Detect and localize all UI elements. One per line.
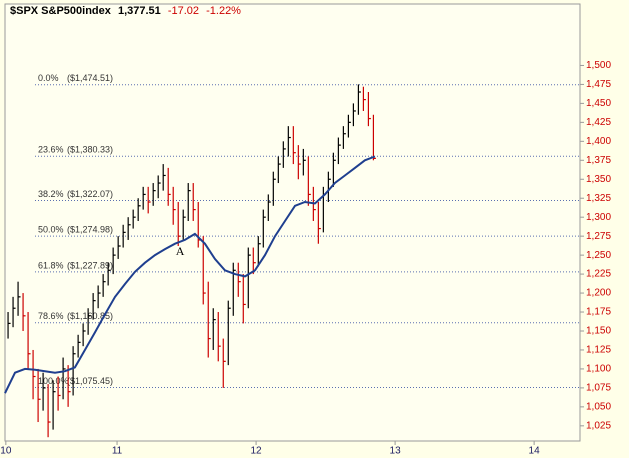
last-price: 1,377.51 xyxy=(118,5,161,17)
y-tick-label: 1,400 xyxy=(586,136,611,147)
annotation: A xyxy=(176,244,185,258)
fib-pct-label: 23.6% xyxy=(38,145,64,155)
change-pct: -1.22% xyxy=(206,5,241,17)
symbol: $SPX S&P500index xyxy=(10,5,112,17)
y-tick-label: 1,500 xyxy=(586,60,611,71)
y-tick-label: 1,050 xyxy=(586,402,611,413)
y-tick-label: 1,100 xyxy=(586,364,611,375)
fib-price-label: ($1,322.07) xyxy=(67,189,113,199)
fib-pct-label: 38.2% xyxy=(38,189,64,199)
y-tick-label: 1,300 xyxy=(586,212,611,223)
fib-pct-label: 0.0% xyxy=(38,73,59,83)
y-tick-label: 1,375 xyxy=(586,155,611,166)
fib-price-label: ($1,474.51) xyxy=(67,73,113,83)
y-tick-label: 1,200 xyxy=(586,288,611,299)
fib-pct-label: 50.0% xyxy=(38,225,64,235)
y-tick-label: 1,025 xyxy=(586,420,611,431)
y-tick-label: 1,350 xyxy=(586,174,611,185)
x-tick-label: 13 xyxy=(390,446,402,457)
y-tick-label: 1,425 xyxy=(586,117,611,128)
y-tick-label: 1,450 xyxy=(586,98,611,109)
moving-average xyxy=(4,155,376,394)
y-tick-label: 1,325 xyxy=(586,193,611,204)
change: -17.02 xyxy=(168,5,199,17)
y-tick-label: 1,250 xyxy=(586,250,611,261)
x-tick-label: 12 xyxy=(251,446,263,457)
y-tick-label: 1,150 xyxy=(586,326,611,337)
plot-frame xyxy=(4,3,581,442)
y-tick-label: 1,175 xyxy=(586,307,611,318)
x-tick-label: 10 xyxy=(0,446,12,457)
fib-price-label: ($1,227.89) xyxy=(67,260,113,270)
y-tick-label: 1,125 xyxy=(586,345,611,356)
x-tick-label: 14 xyxy=(529,446,541,457)
header: $SPX S&P500index 1,377.51 -17.02 -1.22% xyxy=(10,5,241,17)
fib-price-label: ($1,274.98) xyxy=(67,225,113,235)
x-tick-label: 11 xyxy=(112,446,123,457)
fib-pct-label: 78.6% xyxy=(38,311,64,321)
y-tick-label: 1,225 xyxy=(586,269,611,280)
fib-price-label: ($1,380.33) xyxy=(67,145,113,155)
y-tick-label: 1,475 xyxy=(586,79,611,90)
fib-pct-label: 61.8% xyxy=(38,260,64,270)
y-tick-label: 1,275 xyxy=(586,231,611,242)
y-tick-label: 1,075 xyxy=(586,383,611,394)
fib-price-label: ($1,075.45) xyxy=(67,376,113,386)
